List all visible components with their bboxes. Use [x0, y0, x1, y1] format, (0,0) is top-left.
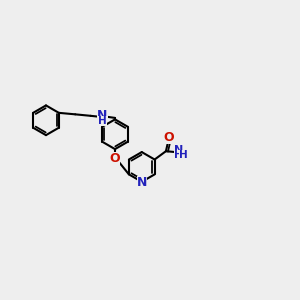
Text: H: H	[174, 150, 183, 160]
Text: H: H	[98, 116, 107, 126]
Text: N: N	[136, 176, 147, 189]
Text: N: N	[97, 109, 108, 122]
Text: N: N	[174, 145, 183, 155]
Text: H: H	[179, 150, 188, 160]
Text: O: O	[110, 152, 120, 165]
Text: O: O	[163, 131, 174, 144]
